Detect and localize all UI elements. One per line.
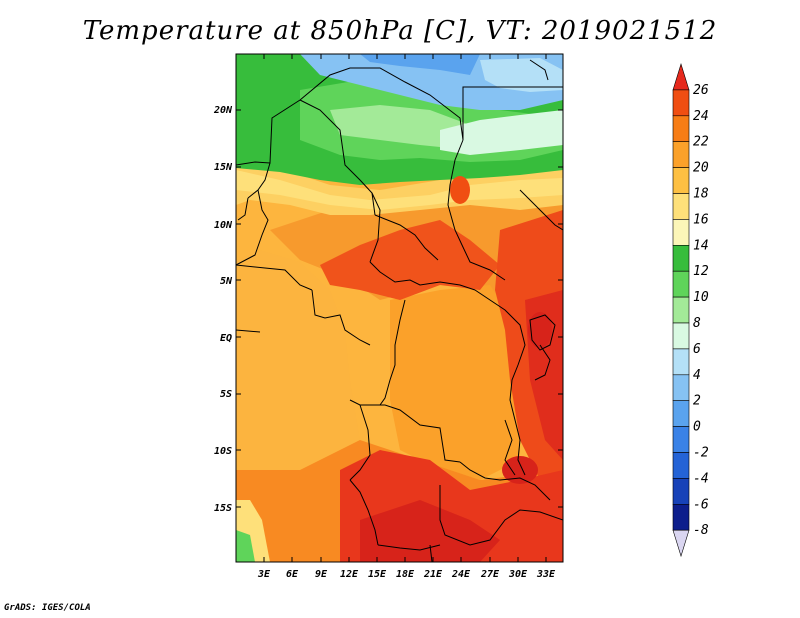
- lat-label: 5N: [220, 276, 233, 287]
- colorbar-segment: [672, 400, 690, 427]
- lon-label: 3E: [257, 569, 271, 580]
- grads-credit: GrADS: IGES/COLA: [4, 603, 91, 613]
- colorbar-segment: [672, 141, 690, 168]
- colorbar-label: 8: [693, 316, 701, 331]
- colorbar-arrow-bottom: [672, 529, 690, 558]
- colorbar-segment: [672, 426, 690, 453]
- colorbar-label: 6: [693, 342, 701, 357]
- lon-label: 33E: [536, 569, 556, 580]
- country-borders: [236, 59, 563, 562]
- colorbar-label: 2: [693, 394, 701, 409]
- longitude-axis: 3E 6E 9E 12E 15E 18E 21E 24E 27E 30E 33E: [257, 54, 556, 580]
- colorbar-label: 16: [693, 212, 709, 227]
- colorbar-segment: [672, 115, 690, 143]
- colorbar-label: 26: [693, 83, 709, 98]
- lat-label: 10N: [214, 220, 233, 231]
- lon-label: 21E: [423, 569, 443, 580]
- colorbar-segment: [672, 503, 690, 531]
- colorbar-label: 18: [693, 187, 709, 202]
- colorbar-label: 10: [693, 290, 709, 305]
- map-title: Temperature at 850hPa [C], VT: 201902151…: [82, 16, 718, 46]
- colorbar-segment: [672, 270, 690, 298]
- lat-label: 15N: [214, 162, 233, 173]
- lon-label: 24E: [451, 569, 471, 580]
- colorbar-label: 12: [693, 264, 709, 279]
- colorbar-label: -2: [693, 446, 709, 461]
- colorbar-segment: [672, 478, 690, 505]
- colorbar-segment: [672, 452, 690, 479]
- temperature-field: [236, 54, 563, 562]
- lat-label: 20N: [213, 105, 233, 116]
- colorbar-label: 4: [693, 368, 701, 383]
- colorbar-label: -8: [693, 523, 709, 538]
- colorbar-segment: [672, 245, 690, 272]
- lon-label: 27E: [480, 569, 500, 580]
- lon-label: 9E: [315, 569, 328, 580]
- plot-frame: [235, 53, 564, 563]
- colorbar-segment: [672, 374, 690, 401]
- colorbar-label: 22: [693, 135, 709, 150]
- colorbar-label: -4: [693, 471, 709, 486]
- colorbar-label: 24: [693, 109, 709, 124]
- latitude-axis: 20N 15N 10N 5N EQ 5S 10S 15S: [213, 105, 563, 514]
- colorbar-segment: [672, 193, 690, 220]
- colorbar-segment: [672, 348, 690, 376]
- lat-label: 5S: [220, 389, 232, 400]
- colorbar-segment: [672, 219, 690, 246]
- lat-label: 15S: [214, 503, 232, 514]
- colorbar-label: -6: [693, 497, 709, 512]
- lat-label: 10S: [214, 446, 232, 457]
- colorbar-label: 0: [693, 420, 701, 435]
- colorbar-segment: [672, 296, 690, 324]
- lon-label: 30E: [508, 569, 528, 580]
- lon-label: 12E: [340, 569, 359, 580]
- colorbar-segment: [672, 167, 690, 194]
- lon-label: 18E: [396, 569, 415, 580]
- colorbar-segment: [672, 322, 690, 350]
- colorbar-segment: [672, 89, 690, 117]
- colorbar-label: 14: [693, 238, 709, 253]
- lon-label: 6E: [286, 569, 299, 580]
- lat-label: EQ: [220, 333, 232, 344]
- colorbar-label: 20: [693, 161, 709, 176]
- colorbar-arrow-top: [672, 62, 690, 91]
- lon-label: 15E: [368, 569, 387, 580]
